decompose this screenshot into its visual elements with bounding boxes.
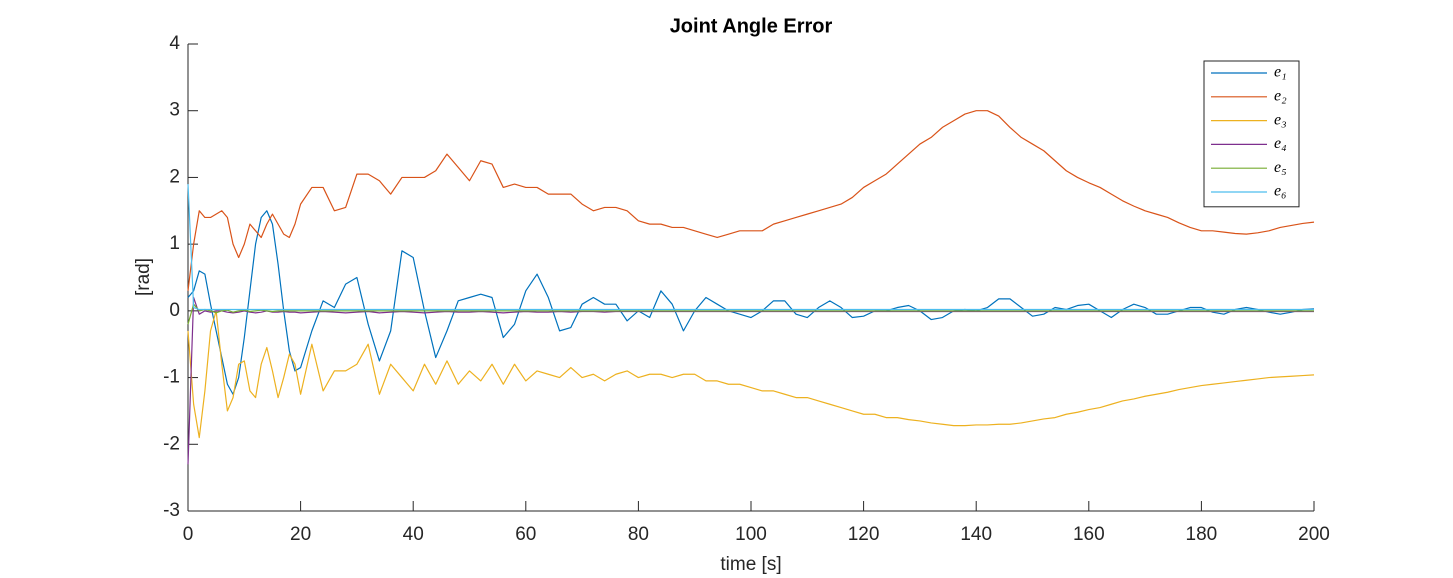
legend-label: e₄ xyxy=(1274,135,1287,152)
series-line xyxy=(187,110,1315,291)
x-tick-label: 140 xyxy=(960,524,992,545)
x-tick-label: 60 xyxy=(515,524,536,545)
x-tick-label: 120 xyxy=(848,524,880,545)
x-axis-label: time [s] xyxy=(720,554,781,575)
x-tick-label: 180 xyxy=(1186,524,1218,545)
series-line xyxy=(187,310,1315,439)
x-tick-label: 160 xyxy=(1073,524,1105,545)
y-axis-label: [rad] xyxy=(133,258,154,296)
series-line xyxy=(187,210,1315,395)
y-tick-label: 3 xyxy=(169,100,180,121)
legend-label: e₁ xyxy=(1274,64,1287,81)
chart-title: Joint Angle Error xyxy=(670,15,833,37)
legend-label: e₆ xyxy=(1274,183,1287,200)
y-tick-label: 2 xyxy=(169,166,180,187)
legend-box xyxy=(1203,60,1300,208)
x-tick-label: 20 xyxy=(290,524,311,545)
legend-label: e₂ xyxy=(1274,87,1287,104)
legend: e₁ e₂ e₃ e₄ e₅ e₆ xyxy=(1203,60,1300,208)
series-line xyxy=(187,303,1314,325)
x-tick-label: 40 xyxy=(403,524,424,545)
y-tick-label: 1 xyxy=(169,233,180,254)
y-tick-label: 4 xyxy=(169,33,180,54)
series-line xyxy=(187,296,1314,465)
y-tick-label: -3 xyxy=(163,500,180,521)
x-tick-label: 200 xyxy=(1298,524,1330,545)
y-tick-label: 0 xyxy=(169,300,180,321)
x-tick-label: 100 xyxy=(735,524,767,545)
series-line xyxy=(187,184,1314,311)
y-tick-label: -2 xyxy=(163,433,180,454)
legend-label: e₅ xyxy=(1274,159,1287,176)
x-tick-label: 80 xyxy=(628,524,649,545)
y-tick-label: -1 xyxy=(163,367,180,388)
x-tick-label: 0 xyxy=(183,524,194,545)
legend-label: e₃ xyxy=(1274,111,1287,128)
